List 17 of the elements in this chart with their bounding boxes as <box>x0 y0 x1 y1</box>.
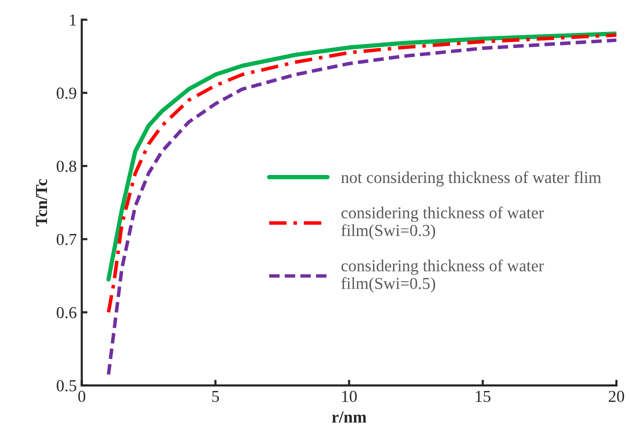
x-tick-label: 10 <box>342 390 357 402</box>
y-axis-title: Tcn/Tc <box>36 179 48 226</box>
x-tick-label: 20 <box>608 390 624 402</box>
legend-label: not considering thickness of water flim <box>341 171 602 187</box>
y-tick-label: 0.6 <box>56 306 76 318</box>
legend-label: considering thickness of water film(Swi=0.3) <box>341 206 544 240</box>
x-axis-title: r/nm <box>332 412 366 423</box>
y-tick-label: 0.9 <box>56 88 76 99</box>
x-tick-label: 0 <box>78 390 86 402</box>
y-tick-label: 0.7 <box>56 234 76 246</box>
line-series <box>106 38 616 376</box>
y-tick-label: 0.8 <box>56 160 76 172</box>
y-tick-label: 0.5 <box>56 380 76 392</box>
x-tick-label: 5 <box>212 390 219 402</box>
y-tick-label: 1 <box>70 14 76 26</box>
legend-label: considering thickness of water film(Swi=0.5) <box>341 260 544 292</box>
x-tick-label: 15 <box>476 390 490 402</box>
